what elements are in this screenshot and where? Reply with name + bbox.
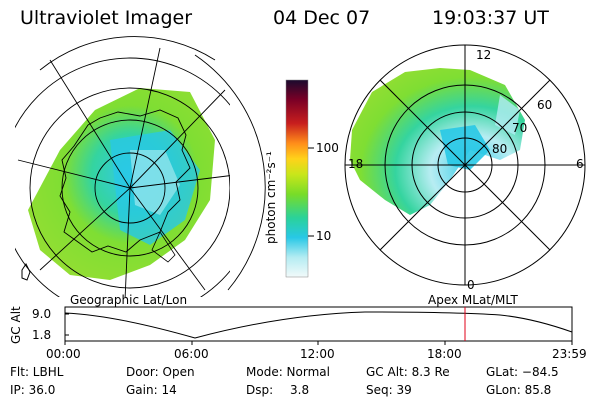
colorbar-tick-10: 10	[316, 229, 332, 243]
small-island-glyph	[21, 263, 31, 281]
geo-panel-label: Geographic Lat/Lon	[70, 293, 188, 307]
status-gain: Gain: 14	[126, 383, 177, 397]
mlt-label-0: 0	[467, 278, 475, 292]
altitude-trace	[64, 311, 573, 339]
status-filter: Flt: LBHL	[10, 365, 64, 379]
time-tick-0600: 06:00	[174, 347, 209, 361]
mlt-label-18: 18	[348, 157, 364, 171]
mlat-label-80: 80	[492, 142, 508, 156]
time-tick-1800: 18:00	[427, 347, 462, 361]
geographic-map	[15, 36, 266, 297]
time-label: 19:03:37 UT	[432, 7, 549, 29]
colorbar-tick-100: 100	[316, 141, 339, 155]
status-glat: GLat: −84.5	[486, 365, 559, 379]
time-tick-1200: 12:00	[300, 347, 335, 361]
colorbar-label: photon cm⁻²s⁻¹	[264, 151, 278, 244]
status-door: Door: Open	[126, 365, 195, 379]
status-mode: Mode: Normal	[246, 365, 330, 379]
instrument-title: Ultraviolet Imager	[20, 7, 193, 29]
date-label: 04 Dec 07	[273, 7, 371, 29]
mlt-aurora-image	[350, 68, 525, 215]
mlt-panel-label: Apex MLat/MLT	[428, 293, 518, 307]
time-tick-0000: 00:00	[46, 347, 81, 361]
status-dsp-value: 3.8	[290, 383, 310, 397]
mlt-label-12: 12	[476, 48, 492, 62]
mlat-label-70: 70	[512, 121, 528, 135]
time-tick-2359: 23:59	[552, 347, 587, 361]
status-seq: Seq: 39	[366, 383, 412, 397]
mlt-polar-map	[344, 44, 586, 286]
altitude-ylabel: GC Alt	[9, 306, 23, 344]
status-dsp-label: Dsp:	[246, 383, 274, 397]
status-gc-alt: GC Alt: 8.3 Re	[366, 365, 450, 379]
status-glon: GLon: 85.8	[486, 383, 552, 397]
status-ip: IP: 36.0	[10, 383, 56, 397]
altitude-ytick-9: 9.0	[32, 307, 52, 321]
altitude-plot	[64, 306, 573, 345]
mlat-label-60: 60	[537, 98, 553, 112]
altitude-ytick-1-8: 1.8	[32, 328, 52, 342]
mlt-label-6: 6	[576, 157, 584, 171]
colorbar	[285, 79, 314, 278]
